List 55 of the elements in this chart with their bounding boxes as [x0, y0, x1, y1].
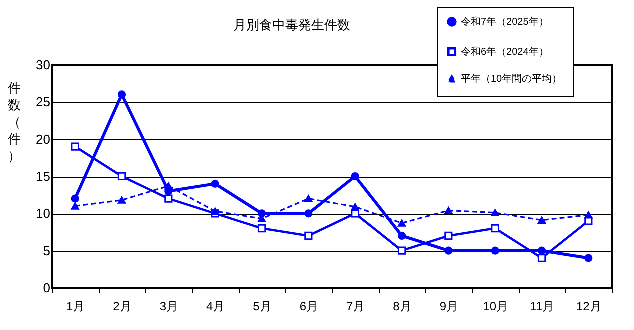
x-tick-label: 6月 — [300, 300, 319, 314]
point — [71, 202, 80, 210]
y-tick-label: 30 — [36, 58, 50, 72]
point — [398, 246, 406, 255]
point — [444, 232, 453, 240]
point — [491, 209, 500, 217]
x-tick-label: 4月 — [206, 300, 226, 314]
chart-title: 月別食中毒発生件数 — [234, 18, 350, 32]
point — [164, 182, 173, 190]
point — [584, 254, 593, 262]
point — [538, 246, 546, 255]
y-tick-label: 15 — [36, 169, 50, 184]
x-tick-label: 10月 — [483, 300, 509, 314]
x-tick-label: 12月 — [576, 300, 602, 314]
x-tick-label: 2月 — [113, 300, 132, 314]
point — [304, 195, 313, 202]
point — [71, 194, 80, 203]
x-tick-label: 8月 — [393, 300, 412, 314]
y-tick-label: 5 — [43, 243, 50, 258]
point — [304, 210, 313, 218]
point — [211, 208, 220, 216]
point — [491, 246, 500, 255]
y-tick-label: 20 — [36, 132, 50, 147]
point — [118, 196, 126, 204]
point — [398, 232, 406, 240]
legend-label: 令和6年（2024年） — [461, 46, 549, 58]
point — [258, 210, 266, 218]
y-tick-label: 10 — [36, 206, 50, 222]
x-tick-label: 11月 — [530, 300, 555, 314]
point — [351, 172, 360, 181]
point — [584, 212, 593, 219]
point — [164, 194, 173, 203]
point — [118, 90, 126, 99]
y-axis-title: 件数（件） — [8, 80, 21, 164]
x-tick-label: 3月 — [160, 300, 179, 314]
point — [258, 224, 266, 233]
y-tick-label: 0 — [43, 280, 50, 296]
x-tick-label: 1月 — [66, 300, 86, 314]
x-tick-label: 9月 — [440, 300, 459, 314]
point — [444, 246, 453, 255]
point — [351, 203, 360, 211]
point — [538, 216, 546, 224]
point — [538, 254, 546, 262]
point — [398, 220, 406, 227]
point — [491, 224, 500, 233]
x-tick-label: 7月 — [346, 300, 366, 314]
point — [211, 180, 220, 188]
point — [304, 232, 313, 240]
x-tick-label: 5月 — [253, 300, 272, 314]
legend-label: 平年（10年間の平均） — [461, 73, 562, 85]
y-tick-label: 25 — [36, 94, 50, 110]
point — [118, 172, 126, 181]
point — [444, 207, 453, 214]
legend-label: 令和7年（2025年） — [461, 16, 549, 28]
point — [71, 142, 80, 151]
